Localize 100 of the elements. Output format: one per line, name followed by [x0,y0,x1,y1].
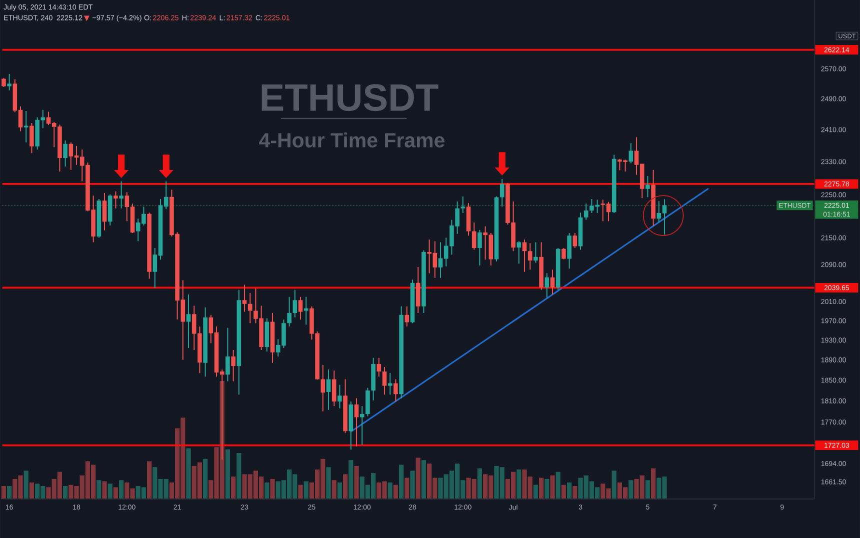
bar [550,475,555,499]
bar [102,481,107,499]
candlestick [472,222,476,250]
bar [533,484,538,499]
candlestick [494,196,499,262]
candlestick [646,176,650,198]
bar [29,482,34,499]
candlestick [332,370,336,406]
candlestick [119,181,124,208]
candlestick [248,293,252,324]
candlestick [399,306,404,398]
candlestick [24,111,28,142]
bar [96,480,102,499]
bar [516,469,522,499]
candlestick [562,248,566,260]
bar [119,480,124,499]
candlestick [338,384,342,408]
candlestick [612,154,616,214]
bar [645,480,650,499]
candlestick [298,296,303,320]
candlestick [366,388,370,416]
candlestick [343,379,348,433]
bar [651,468,656,499]
candlestick [572,232,578,248]
bar [337,482,342,499]
bar [298,484,303,499]
candlestick [404,306,410,326]
candlestick [147,212,152,279]
candlestick [226,328,230,382]
bar [539,478,544,499]
bar [304,481,308,499]
candlestick [30,123,34,154]
candlestick [108,194,112,226]
candlestick [500,178,504,207]
candlestick [376,358,382,377]
bar [421,460,426,499]
bar [399,464,404,499]
candlestick [287,296,292,326]
bar [388,482,392,499]
candlestick [360,406,364,445]
candlestick [270,313,275,363]
bar [63,486,68,499]
candlestick [556,248,560,290]
candlestick [304,296,308,325]
candlestick [326,370,331,410]
candlestick [320,365,326,412]
candlestick [466,203,471,236]
candlestick [2,78,6,88]
bar [203,458,208,499]
bar [572,486,578,499]
candlestick [114,191,118,208]
candlestick [578,212,583,250]
candlestick [651,170,656,226]
bar [236,452,242,499]
candlestick [534,242,538,263]
bar [416,458,420,499]
candlestick [102,193,107,230]
bar [544,478,550,499]
bar [231,476,236,499]
candlestick [460,196,466,214]
bar [113,487,118,499]
bar [270,478,275,499]
bar [186,448,191,499]
candlestick [292,290,298,318]
candlestick [478,230,482,266]
candlestick [522,240,527,272]
bar [393,484,398,499]
candlestick [422,250,426,314]
candlestick [516,241,522,264]
candlestick [628,143,634,164]
candlestick [544,273,550,298]
candlestick [438,242,443,278]
bar [348,460,354,499]
bar [628,480,634,499]
candlestick [394,379,398,402]
candlestick [203,307,208,377]
candlestick [584,204,588,220]
candlestick [528,243,532,270]
candlestick [63,140,68,167]
text: ETHUSDT [262,84,438,112]
bar [332,480,336,499]
bar [567,482,572,499]
bar [7,486,12,499]
bar [24,470,28,499]
candlestick [382,366,387,395]
candlestick [539,242,544,290]
bar [225,449,230,499]
bar [561,484,566,499]
bar [410,470,415,499]
bar [354,466,359,499]
text: 4-Hour Time Frame [259,132,444,148]
bar [404,478,410,499]
candlestick [348,401,354,450]
bar [326,467,331,499]
candlestick [186,294,191,348]
candlestick [410,280,415,324]
bar [264,482,270,499]
candlestick [242,284,247,312]
candlestick [96,198,102,238]
bar [108,484,112,499]
